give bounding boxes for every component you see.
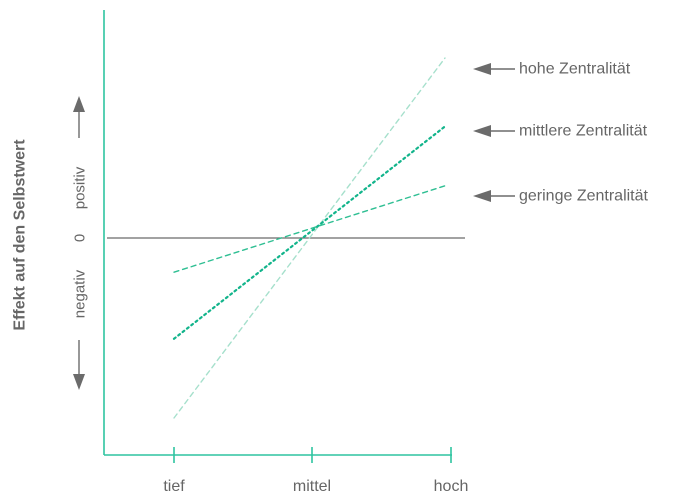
series-line-0 [173, 57, 446, 419]
legend-item-1: mittlere Zentralität [473, 123, 648, 140]
legend-arrow-icon [473, 190, 491, 202]
y-label-zero: 0 [72, 234, 89, 242]
x-tick-label-1: mittel [293, 478, 331, 495]
y-label-positive: positiv [72, 166, 89, 209]
legend-arrow-icon [473, 125, 491, 137]
x-ticks: tief mittel hoch [163, 447, 468, 495]
y-arrow-up [73, 96, 85, 138]
legend-arrow-icon [473, 63, 491, 75]
legend: hohe Zentralität mittlere Zentralität geri… [473, 61, 649, 205]
legend-label-1: mittlere Zentralität [519, 123, 648, 140]
y-axis-title: Effekt auf den Selbstwert [12, 139, 29, 331]
series-line-1 [172, 125, 447, 340]
legend-label-0: hohe Zentralität [519, 61, 631, 78]
y-arrow-down [73, 340, 85, 390]
legend-item-0: hohe Zentralität [473, 61, 631, 78]
y-label-negative: negativ [72, 269, 89, 318]
x-tick-label-2: hoch [434, 478, 469, 495]
legend-label-2: geringe Zentralität [519, 188, 649, 205]
series-lines [172, 57, 447, 419]
series-line-2 [173, 185, 446, 273]
x-tick-label-0: tief [163, 478, 185, 495]
legend-item-2: geringe Zentralität [473, 188, 649, 205]
